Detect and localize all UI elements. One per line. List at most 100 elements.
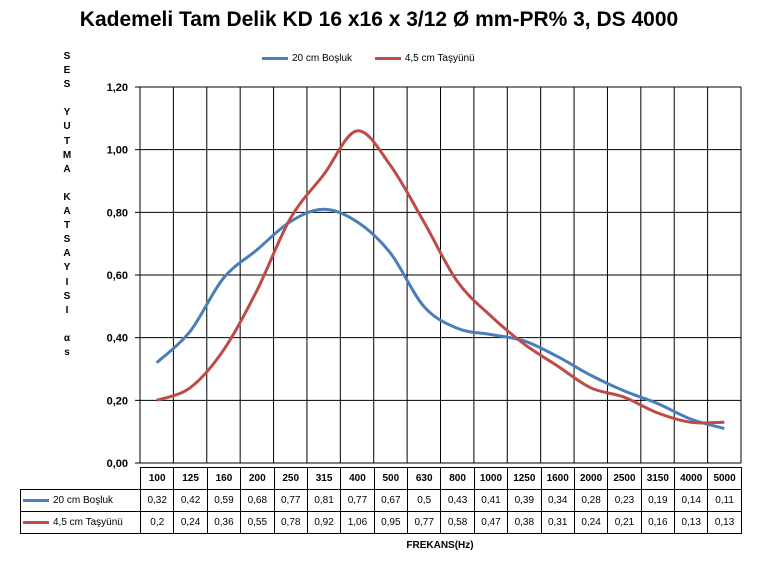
x-tick-label: 500 [373,467,409,490]
data-label-series-1: 0,19 [640,489,676,512]
x-tick-label: 2000 [573,467,609,490]
y-axis-label-char: I [65,304,69,316]
y-axis-label-char: s [64,346,70,358]
data-table-series-label-1: 20 cm Boşluk [20,489,141,512]
y-tick-label: 0,80 [107,207,128,219]
data-table-swatch-series-2 [23,520,49,524]
x-tick-label: 5000 [707,467,742,490]
data-label-series-2: 0,47 [473,511,509,534]
x-tick-label: 160 [206,467,242,490]
data-label-series-2: 0,13 [673,511,709,534]
data-label-series-1: 0,67 [373,489,409,512]
data-label-series-2: 0,58 [440,511,475,534]
data-label-series-1: 0,32 [139,489,175,512]
data-table-swatch-series-1 [23,498,49,502]
y-axis-label-char: S [63,79,71,91]
data-label-series-1: 0,34 [540,489,575,512]
y-axis-label-char: S [63,51,71,62]
data-table-row-series-1: 20 cm Boşluk 0,32 0,42 0,59 0,68 0,77 0,81 0,77… [20,489,742,512]
data-table-series-name: 4,5 cm Taşyünü [53,517,123,528]
data-label-series-1: 0,14 [673,489,709,512]
y-axis-label-char: Y [63,262,71,274]
data-label-series-2: 0,55 [240,511,275,534]
x-axis-label: FREKANS(Hz) [406,540,474,551]
data-label-series-1: 0,59 [206,489,242,512]
y-tick-label: 1,00 [107,145,128,157]
y-axis-label-char: K [63,191,71,203]
y-axis-label-char: A [63,248,71,260]
data-label-series-2: 0,92 [306,511,342,534]
data-label-series-2: 1,06 [340,511,375,534]
data-label-series-1: 0,81 [306,489,342,512]
data-table-corner [20,467,141,490]
data-table-series-name: 20 cm Boşluk [53,495,114,506]
data-label-series-2: 0,13 [707,511,742,534]
y-tick-label: 1,20 [107,82,128,94]
data-label-series-1: 0,68 [240,489,275,512]
x-tick-label: 400 [340,467,375,490]
data-label-series-2: 0,16 [640,511,676,534]
x-tick-label: 800 [440,467,475,490]
series-line-1 [155,207,725,430]
y-tick-label: 0,40 [107,333,128,345]
data-label-series-1: 0,42 [173,489,208,512]
y-axis-label-char: U [63,121,71,133]
data-label-series-1: 0,41 [473,489,509,512]
legend-item-series-1: 20 cm Boşluk [262,53,352,64]
data-table-header-row: 100 125 160 200 250 315 400 500 630 800 1000 1250 16… [20,467,742,490]
y-axis-label-char: A [63,163,71,175]
x-tick-label: 2500 [607,467,642,490]
x-tick-label: 315 [306,467,342,490]
data-label-series-2: 0,95 [373,511,409,534]
y-axis-label-char: T [63,220,71,232]
y-tick-label: 0,20 [107,395,128,407]
data-label-series-2: 0,78 [273,511,308,534]
x-tick-label: 630 [406,467,442,490]
data-table-row-series-2: 4,5 cm Taşyünü 0,2 0,24 0,36 0,55 0,78 0,92 1,0… [20,511,742,534]
x-tick-label: 100 [139,467,175,490]
y-axis-label-char: A [63,206,71,218]
data-label-series-1: 0,11 [707,489,742,512]
x-tick-label: 3150 [640,467,676,490]
legend-label-series-2: 4,5 cm Taşyünü [404,53,475,64]
x-tick-label: 200 [240,467,275,490]
y-axis-label-char: α [63,332,71,344]
data-label-series-2: 0,24 [573,511,609,534]
y-axis-label-char: T [63,135,71,147]
y-axis-label-char: S [63,290,71,302]
y-axis-label-char: M [62,149,72,161]
data-label-series-2: 0,36 [206,511,242,534]
chart-title: Kademeli Tam Delik KD 16 x16 x 3/12 Ø mm… [79,8,679,31]
y-axis-label-char: Y [63,107,71,119]
x-tick-label: 1000 [473,467,509,490]
y-tick-label: 0,60 [107,270,128,282]
y-axis-label-char: E [63,65,71,77]
data-label-series-2: 0,2 [139,511,175,534]
y-axis-label-char: I [65,276,69,288]
x-tick-label: 1250 [507,467,542,490]
data-label-series-1: 0,5 [406,489,442,512]
data-label-series-1: 0,23 [607,489,642,512]
data-table: 100 125 160 200 250 315 400 500 630 800 1000 1250 16… [20,467,742,534]
x-tick-label: 1600 [540,467,575,490]
data-label-series-2: 0,31 [540,511,575,534]
x-tick-label: 125 [173,467,208,490]
y-tick-label: 0,00 [107,458,128,470]
data-label-series-2: 0,77 [406,511,442,534]
legend-item-series-2: 4,5 cm Taşyünü [374,53,475,64]
y-axis-label-char: S [63,234,71,246]
legend: 20 cm Boşluk 4,5 cm Taşyünü [262,53,495,64]
data-label-series-1: 0,77 [340,489,375,512]
data-table-series-label-2: 4,5 cm Taşyünü [20,511,141,534]
data-label-series-2: 0,21 [607,511,642,534]
legend-swatch-series-1 [262,56,288,60]
data-label-series-1: 0,77 [273,489,308,512]
data-label-series-2: 0,38 [507,511,542,534]
data-label-series-1: 0,43 [440,489,475,512]
x-tick-label: 4000 [673,467,709,490]
legend-label-series-1: 20 cm Boşluk [292,53,353,64]
data-label-series-1: 0,39 [507,489,542,512]
data-label-series-2: 0,24 [173,511,208,534]
